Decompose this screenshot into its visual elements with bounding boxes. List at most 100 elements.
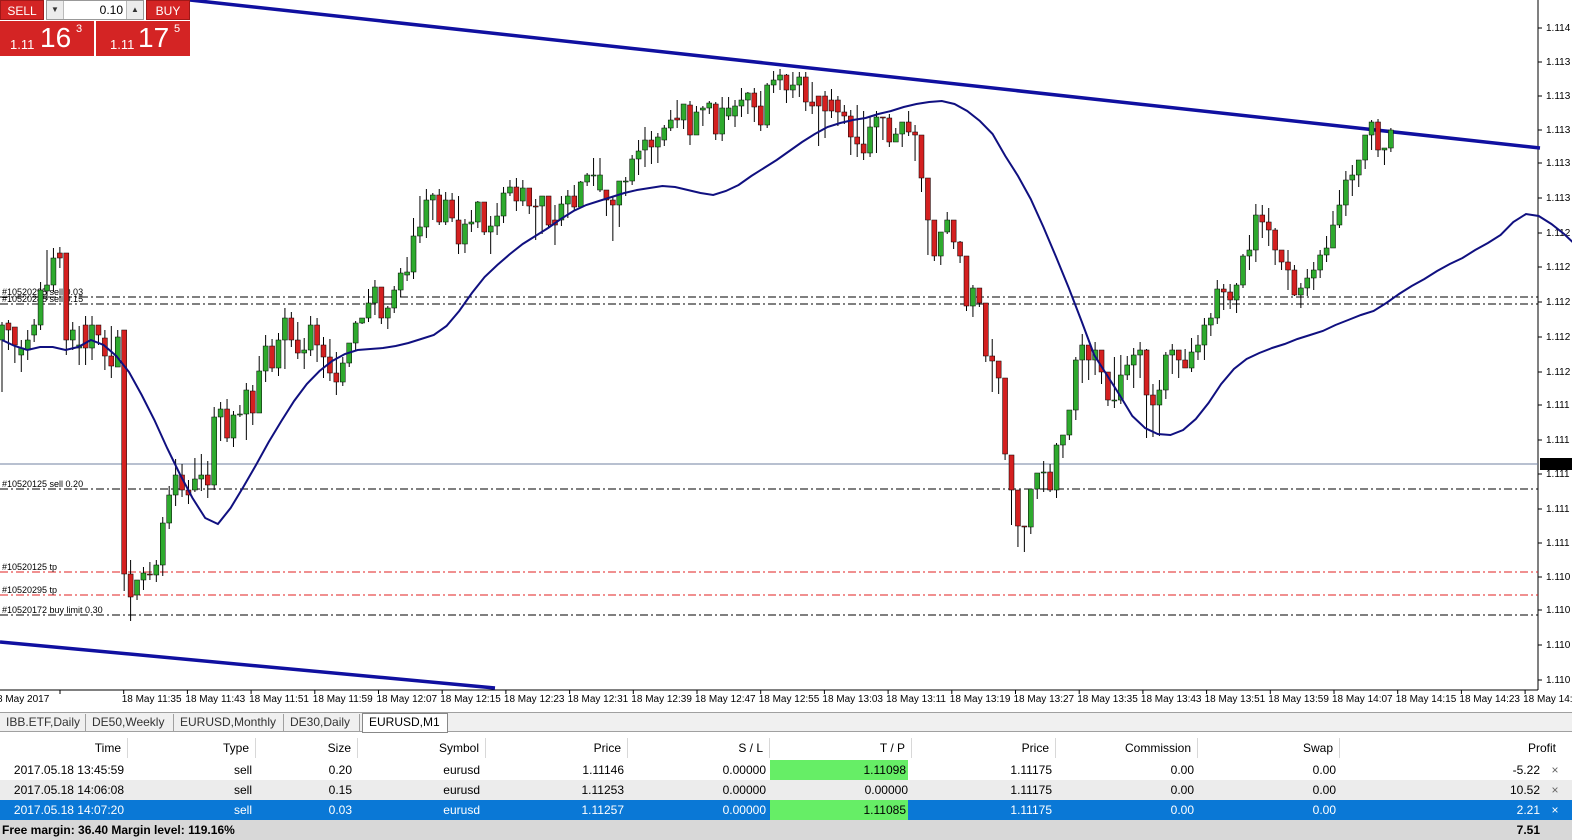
tab-eurusd-monthly[interactable]: EURUSD,Monthly — [174, 714, 284, 731]
candle-body — [1111, 399, 1118, 402]
candle-body — [121, 329, 127, 575]
candle-body — [468, 221, 475, 225]
candle-body — [1188, 351, 1195, 369]
x-tick-label: 18 May 13:19 — [950, 694, 1011, 705]
y-tick-label: 1.114 — [1546, 23, 1571, 34]
close-order-icon[interactable]: × — [1551, 803, 1559, 817]
candle-body — [674, 117, 680, 121]
close-order-icon[interactable]: × — [1551, 783, 1559, 797]
x-tick-label: 18 May 14:23 — [1459, 694, 1520, 705]
candle-body — [899, 121, 905, 135]
x-tick-label: 18 May 11:43 — [185, 694, 245, 705]
sell-price-button[interactable]: 1.11 16 3 — [0, 21, 94, 56]
buy-button[interactable]: BUY — [146, 0, 190, 20]
tab-ibb-etf-daily[interactable]: IBB.ETF,Daily — [0, 714, 86, 731]
row-type: sell — [233, 783, 252, 797]
row-profit: 2.21 — [1516, 803, 1540, 817]
candle-body — [1079, 344, 1085, 361]
col-sl[interactable]: S / L — [628, 738, 770, 758]
row-stop-loss[interactable]: 0.00000 — [722, 803, 766, 817]
candle-body — [108, 355, 115, 367]
tab-de50-weekly[interactable]: DE50,Weekly — [86, 714, 174, 731]
candle-body — [1233, 284, 1240, 301]
y-tick-label: 1.113 — [1546, 193, 1571, 204]
row-current-price: 1.11175 — [1010, 763, 1052, 777]
col-current-price[interactable]: Price — [912, 738, 1056, 758]
candle-body — [372, 286, 378, 304]
candle-body — [1105, 371, 1111, 401]
table-row[interactable]: 2017.05.18 13:45:59 sell 0.20 eurusd 1.1… — [0, 760, 1572, 780]
candle-body — [500, 192, 507, 217]
lot-increase-icon[interactable]: ▲ — [126, 1, 143, 19]
candle-body — [1118, 374, 1124, 401]
col-profit[interactable]: Profit — [1527, 741, 1556, 755]
candle-body — [89, 324, 95, 349]
lot-size-input[interactable]: 0.10 — [99, 3, 123, 17]
upper-trend-line — [189, 0, 1541, 150]
tab-eurusd-m1[interactable]: EURUSD,M1 — [362, 713, 448, 733]
candle-body — [385, 307, 391, 319]
candle-body — [1375, 121, 1381, 151]
buy-price-button[interactable]: 1.11 17 5 — [96, 21, 190, 56]
candle-body — [995, 360, 1002, 379]
candle-body — [1227, 291, 1233, 301]
candle-body — [352, 322, 359, 344]
row-type: sell — [233, 763, 252, 777]
lot-size-field[interactable]: ▼ 0.10 ▲ — [46, 0, 144, 20]
candle-body — [635, 150, 642, 160]
candle-body — [442, 199, 449, 223]
col-price[interactable]: Price — [486, 738, 628, 758]
candle-body — [1220, 288, 1227, 293]
col-time[interactable]: Time — [0, 738, 128, 758]
col-swap[interactable]: Swap — [1198, 738, 1340, 758]
col-commission[interactable]: Commission — [1056, 738, 1198, 758]
sell-price-prefix: 1.11 — [10, 37, 35, 52]
x-tick-label: 18 May 12:23 — [504, 694, 565, 705]
lot-decrease-icon[interactable]: ▼ — [47, 1, 64, 19]
candle-body — [114, 336, 121, 368]
chart-canvas[interactable]: 1.1141.1131.1131.1131.1131.1131.1121.112… — [0, 0, 1572, 712]
candle-body — [31, 324, 37, 336]
candle-body — [1156, 389, 1163, 406]
candle-body — [314, 324, 320, 346]
row-take-profit[interactable]: 1.11085 — [770, 800, 908, 820]
candle-body — [1137, 349, 1143, 356]
candle-body — [211, 416, 217, 486]
candle-body — [507, 186, 513, 194]
candle-body — [944, 219, 950, 233]
candle-body — [50, 257, 57, 286]
row-size: 0.15 — [328, 783, 352, 797]
candle-body — [1304, 277, 1311, 289]
row-current-price: 1.11175 — [1010, 803, 1052, 817]
candle-body — [1291, 269, 1298, 296]
x-tick-label: 18 May 13:11 — [886, 694, 946, 705]
candle-body — [1317, 254, 1323, 271]
candle-body — [1124, 364, 1130, 376]
col-type[interactable]: Type — [128, 738, 256, 758]
candle-body — [712, 103, 719, 135]
candle-body — [860, 143, 867, 154]
candle-body — [333, 372, 340, 383]
row-take-profit[interactable]: 1.11098 — [770, 760, 908, 780]
sell-button[interactable]: SELL — [0, 0, 44, 20]
candle-body — [250, 390, 256, 414]
moving-average-line — [1, 99, 1572, 526]
row-take-profit[interactable]: 0.00000 — [864, 783, 908, 797]
row-stop-loss[interactable]: 0.00000 — [722, 763, 766, 777]
candle-body — [1201, 324, 1208, 346]
close-order-icon[interactable]: × — [1551, 763, 1559, 777]
candle-body — [262, 345, 269, 372]
col-tp[interactable]: T / P — [770, 738, 912, 758]
row-profit: 10.52 — [1509, 783, 1540, 797]
one-click-trading-panel: SELL ▼ 0.10 ▲ BUY 1.11 16 3 1.11 17 5 — [0, 0, 190, 56]
order-line-label: #10520125 sell 0.20 — [2, 479, 83, 489]
row-stop-loss[interactable]: 0.00000 — [722, 783, 766, 797]
col-size[interactable]: Size — [256, 738, 358, 758]
table-row-selected[interactable]: 2017.05.18 14:07:20 sell 0.03 eurusd 1.1… — [0, 800, 1572, 820]
tab-de30-daily[interactable]: DE30,Daily — [284, 714, 360, 731]
y-tick-label: 1.112 — [1546, 262, 1571, 273]
table-row[interactable]: 2017.05.18 14:06:08 sell 0.15 eurusd 1.1… — [0, 780, 1572, 800]
col-symbol[interactable]: Symbol — [358, 738, 486, 758]
candle-body — [983, 302, 989, 357]
price-chart[interactable]: 1.114 1.113 1.113 1.113 1.113 1.113 1.112 1.112… — [0, 0, 1572, 712]
